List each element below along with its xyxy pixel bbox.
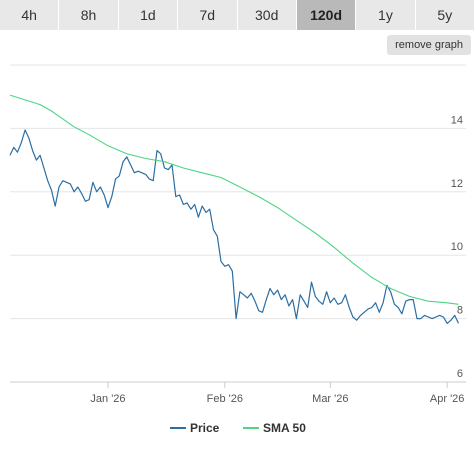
x-tick-label: Mar '26 bbox=[312, 393, 348, 405]
y-tick-label: 6 bbox=[457, 368, 463, 380]
axes: 6 8 10 12 14 Jan '26 Feb '26 Mar '26 Apr '26 bbox=[10, 114, 466, 405]
tab-7d[interactable]: 7d bbox=[178, 0, 238, 30]
x-tick-label: Feb '26 bbox=[207, 393, 243, 405]
remove-graph-button[interactable]: remove graph bbox=[387, 35, 471, 55]
series-lines bbox=[9, 94, 460, 324]
grid-lines bbox=[10, 64, 466, 383]
tab-5y[interactable]: 5y bbox=[437, 7, 453, 23]
tab-30d[interactable]: 30d bbox=[238, 0, 297, 30]
y-tick-label: 10 bbox=[451, 241, 463, 253]
series-line-sma-50 bbox=[9, 94, 459, 305]
y-tick-label: 12 bbox=[451, 178, 463, 190]
legend: Price SMA 50 bbox=[170, 421, 306, 435]
tab-1y[interactable]: 1y bbox=[356, 0, 416, 30]
tab-8h[interactable]: 8h bbox=[59, 0, 119, 30]
x-tick-label: Apr '26 bbox=[430, 393, 465, 405]
legend-label-price: Price bbox=[190, 421, 220, 435]
series-line-price bbox=[9, 129, 460, 324]
legend-label-sma-50: SMA 50 bbox=[263, 421, 306, 435]
timeframe-tabs: 4h 8h 1d 7d 30d 120d 1y 5y bbox=[0, 0, 474, 30]
tab-4h[interactable]: 4h bbox=[0, 0, 60, 30]
y-tick-label: 14 bbox=[451, 114, 463, 126]
x-tick-label: Jan '26 bbox=[90, 393, 125, 405]
tab-1d[interactable]: 1d bbox=[119, 0, 179, 30]
tab-120d[interactable]: 120d bbox=[296, 0, 357, 30]
y-tick-label: 8 bbox=[457, 305, 463, 317]
